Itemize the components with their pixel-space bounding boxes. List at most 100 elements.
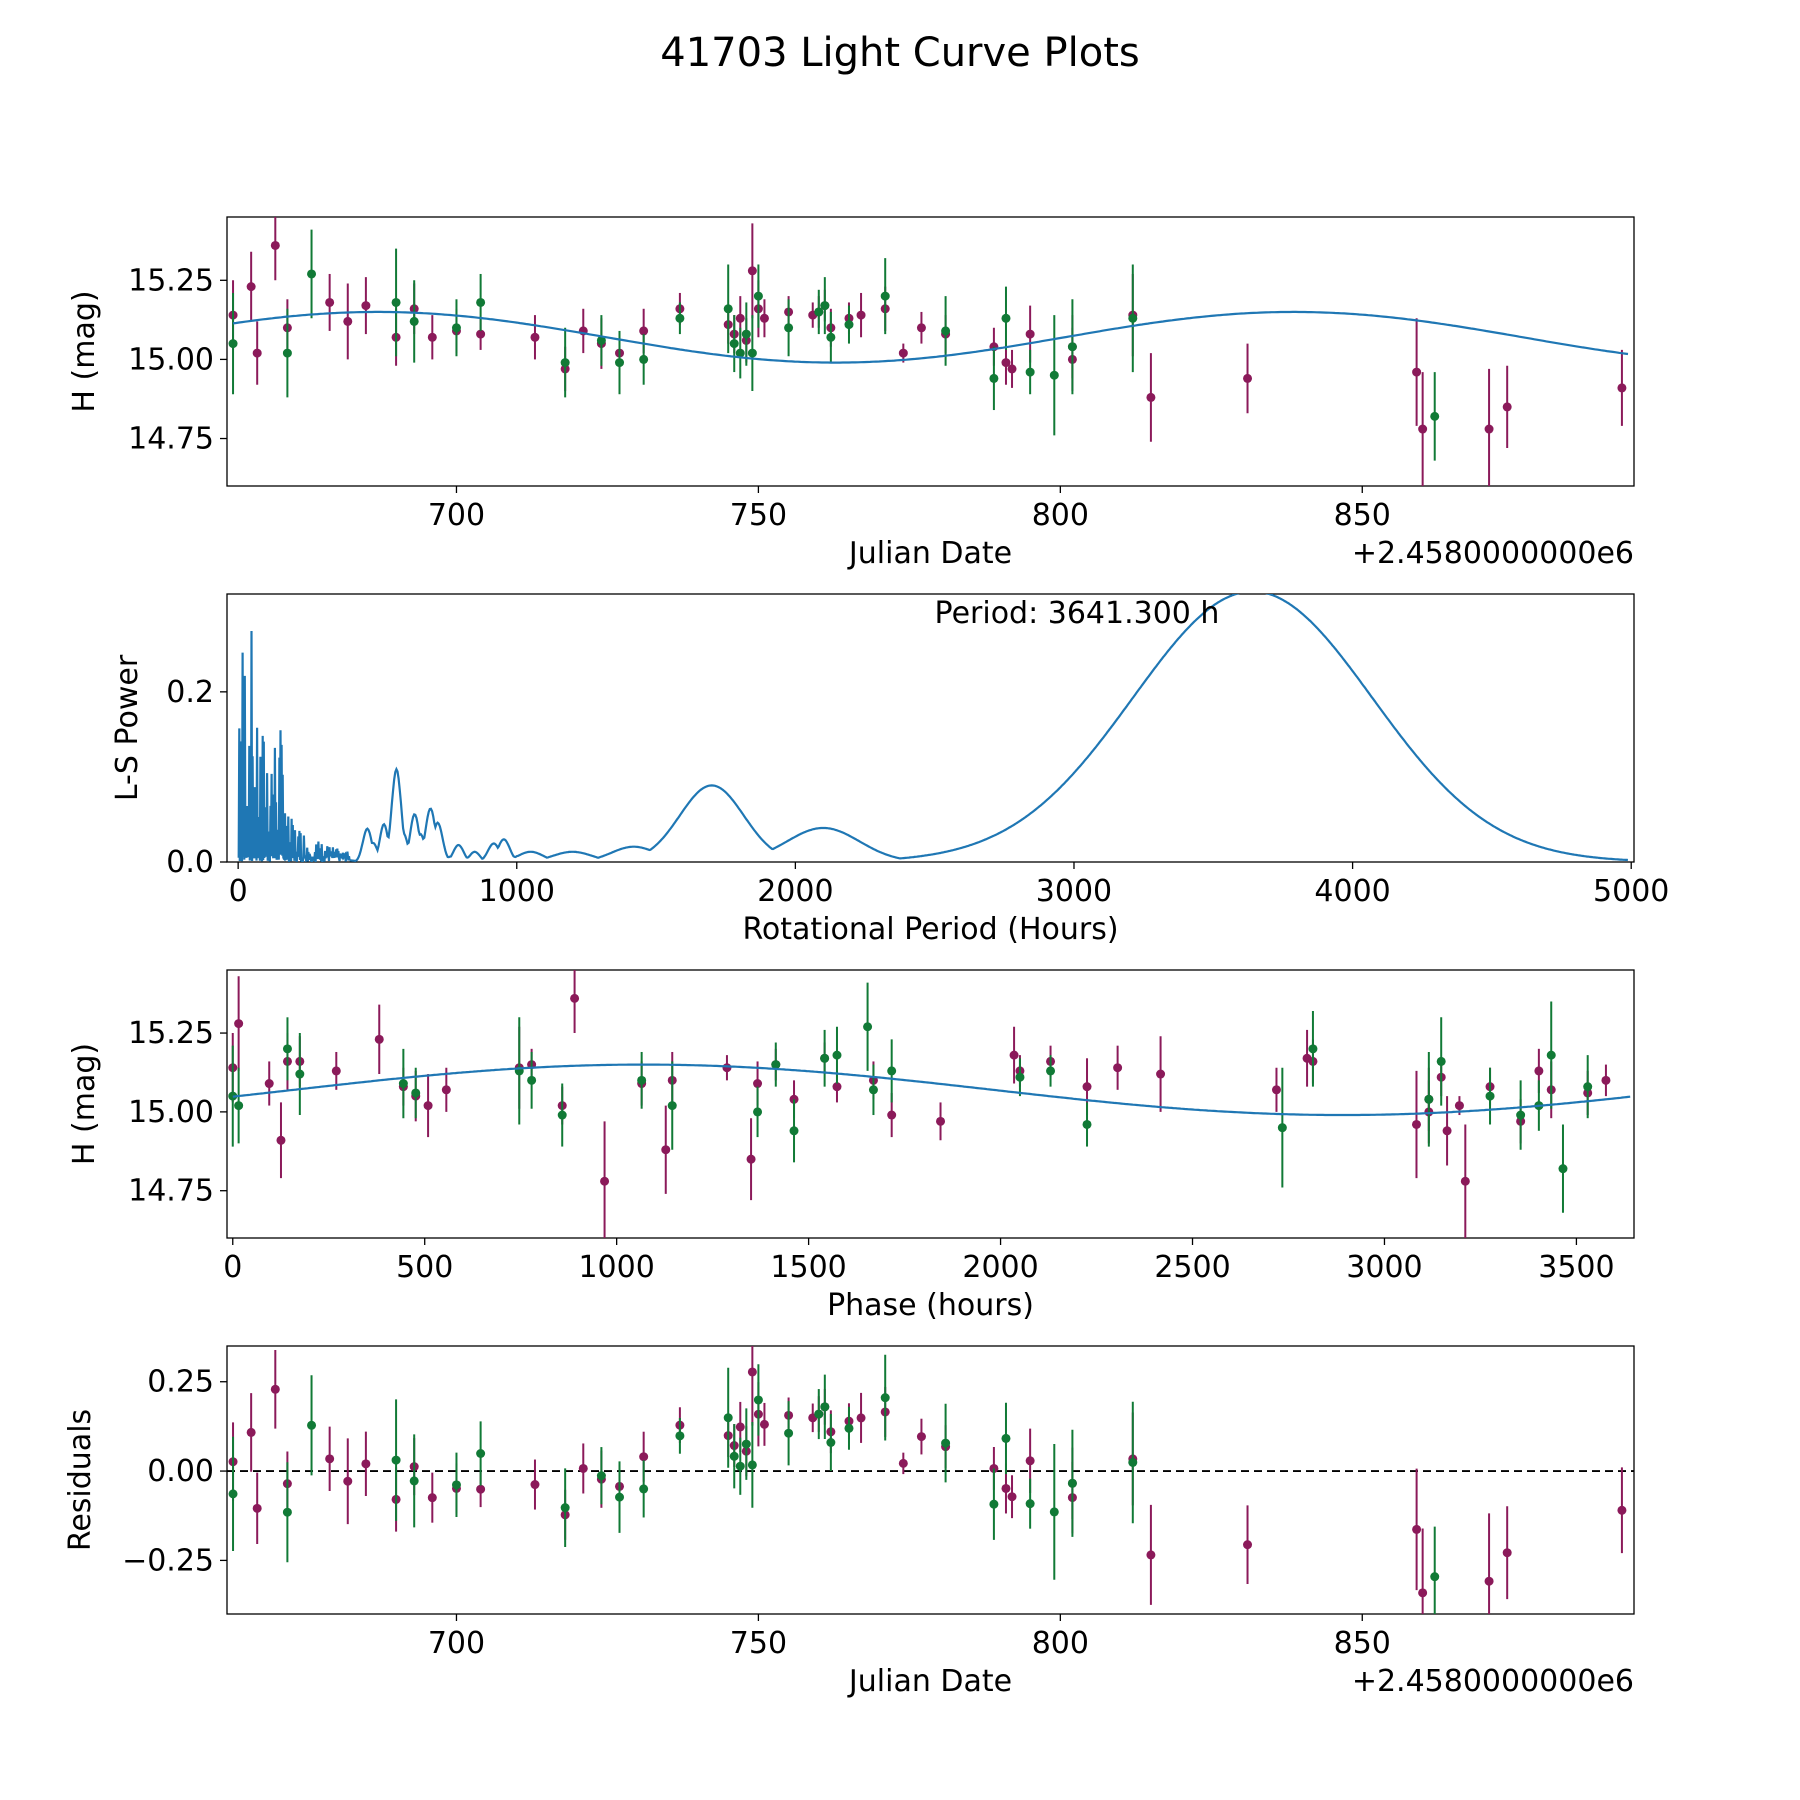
data-point [735,1422,745,1432]
residual-point-green [615,1461,625,1533]
residual-point-red [1412,1468,1422,1591]
data-point [637,1075,647,1085]
residual-point-green [307,1375,317,1476]
data-point [667,1101,677,1111]
data-point [252,348,262,358]
obs-point-red [916,311,926,344]
data-point [1001,313,1011,323]
obs-point-red [361,277,371,335]
data-point [411,1088,421,1098]
residual-point-red [1617,1467,1627,1554]
residual-point-green [753,1364,763,1436]
phase-point-red [722,1055,732,1081]
phase-point-green [1558,1124,1568,1213]
obs-point-red [1418,372,1428,486]
phase-point-green [398,1048,408,1119]
phase-point-red [936,1102,946,1141]
x-tick-label: 850 [1334,1626,1391,1661]
data-point [675,313,685,323]
phase-point-red [570,970,580,1034]
data-point [252,1503,262,1513]
phase-point-red [264,1061,274,1106]
data-point [735,348,745,358]
data-point [1009,1050,1019,1060]
x-tick-label: 0 [223,1250,242,1285]
obs-point-red [1502,365,1512,449]
data-point [391,1455,401,1465]
x-tick-label: 3000 [1036,874,1112,909]
data-point [391,297,401,307]
y-tick-label: 15.25 [128,263,214,298]
data-point [557,1110,567,1120]
x-axis-label: Phase (hours) [827,1288,1034,1323]
data-point [1049,370,1059,380]
data-point [661,1145,671,1155]
x-tick-label: 500 [396,1250,453,1285]
residual-point-red [856,1392,866,1443]
data-point [753,1395,763,1405]
phase-point-green [514,1017,524,1125]
data-point [361,1459,371,1469]
data-point [596,335,606,345]
data-point [427,1493,437,1503]
data-point [826,1437,836,1447]
data-point [1025,329,1035,339]
data-point [1113,1063,1123,1073]
obs-point-red [270,217,280,281]
data-point [1243,373,1253,383]
y-tick-label: 15.00 [128,1095,214,1130]
panel-phase: 0 500 1000 1500 2000 2500 3000 3500 14.75 15.00 15… [67,969,1635,1323]
obs-point-green [735,327,745,379]
data-point [1617,1505,1627,1515]
obs-point-green [560,327,570,398]
data-point [1308,1044,1318,1054]
data-point [1411,1119,1421,1129]
residual-point-green [941,1403,951,1483]
phase-point-red [1460,1124,1470,1238]
residual-point-red [1502,1506,1512,1600]
data-point [282,1044,292,1054]
data-point [1015,1072,1025,1082]
data-point [639,1452,649,1462]
data-point [246,1427,256,1437]
data-point [723,1413,733,1423]
residual-point-green [989,1468,999,1540]
x-tick-label: 1000 [479,874,555,909]
obs-point-red [246,251,256,322]
data-point [1025,367,1035,377]
x-tick-label: 3500 [1538,1250,1614,1285]
data-point [1484,424,1494,434]
data-point [1025,1456,1035,1466]
data-point [753,1107,763,1117]
data-point [675,1431,685,1441]
residual-point-red [361,1431,371,1496]
residual-point-green [1067,1429,1077,1537]
x-tick-label: 850 [1334,498,1391,533]
x-tick-label: 5000 [1593,874,1669,909]
phase-point-red [746,1118,756,1201]
data-point [325,297,335,307]
data-layer [237,594,1628,862]
data-point [820,1053,830,1063]
data-point [1436,1056,1446,1066]
residual-point-green [1430,1526,1440,1614]
data-point [898,1458,908,1468]
obs-point-red [427,315,437,360]
x-axis-label: Julian Date [847,1664,1012,1699]
obs-point-green [814,289,824,335]
residual-point-green [596,1447,606,1505]
data-point [600,1176,610,1186]
data-point [276,1135,286,1145]
data-point [1424,1094,1434,1104]
data-point [527,1075,537,1085]
data-point [1271,1085,1281,1095]
data-point [814,1409,824,1419]
residual-point-red [252,1472,262,1545]
residual-point-red [747,1346,757,1426]
data-point [936,1116,946,1126]
data-point [771,1060,781,1070]
obs-point-green [880,258,890,335]
phase-model-curve [232,1063,1631,1117]
data-point [1485,1091,1495,1101]
plot-frame [226,969,1635,1239]
